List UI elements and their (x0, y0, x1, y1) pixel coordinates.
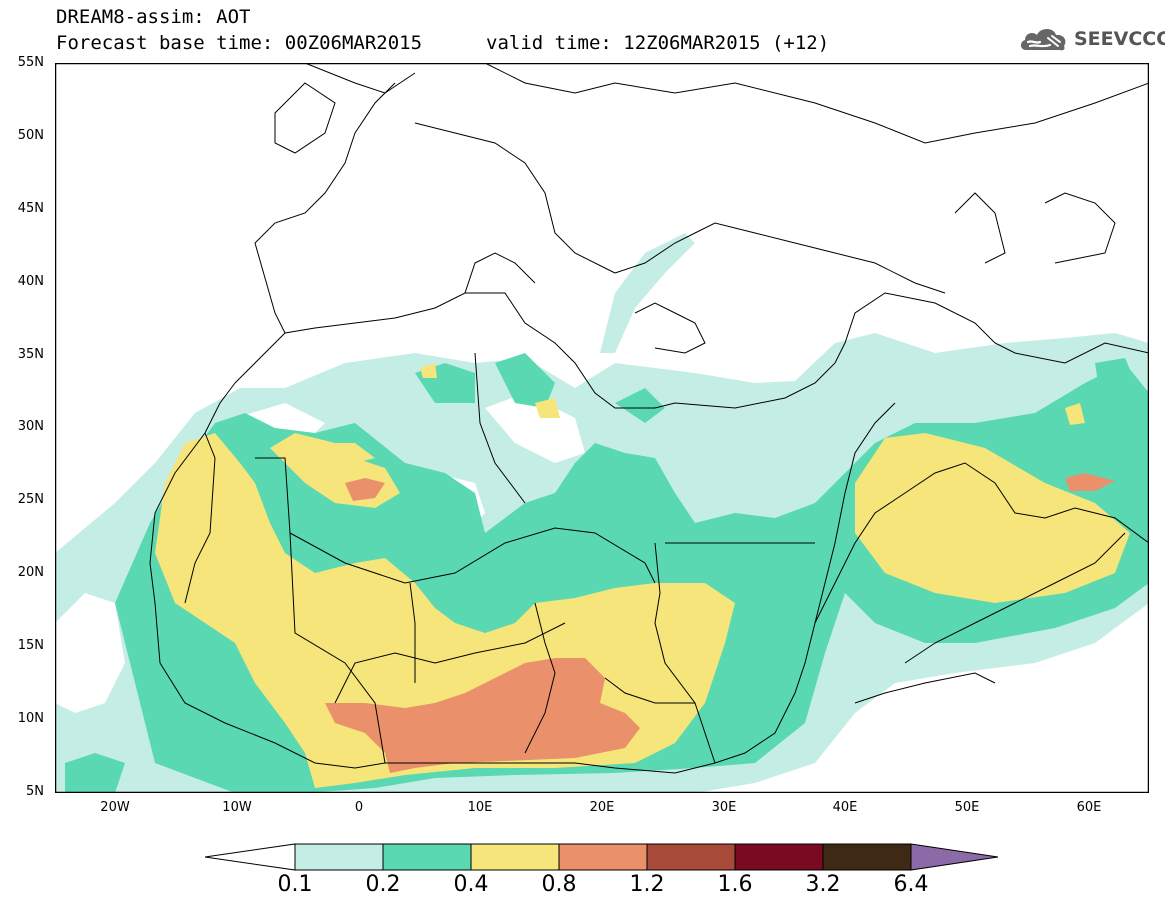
lon-label: 30E (711, 800, 737, 815)
colorbar-label: 6.4 (893, 872, 929, 897)
lon-label: 40E (832, 800, 858, 815)
valid-time: valid time: 12Z06MAR2015 (+12) (486, 32, 830, 54)
lat-label: 50N (17, 128, 44, 143)
logo-text: SEEVCCC (1074, 28, 1165, 50)
colorbar-swatch (646, 843, 736, 871)
forecast-base-time: Forecast base time: 00Z06MAR2015 (56, 32, 423, 54)
lat-label: 35N (17, 347, 44, 362)
colorbar-swatch (470, 843, 560, 871)
lon-label: 10W (222, 800, 252, 815)
colorbar-label: 3.2 (805, 872, 841, 897)
lon-label: 20E (589, 800, 615, 815)
lon-label: 50E (954, 800, 980, 815)
lon-label: 60E (1076, 800, 1102, 815)
colorbar-low-arrow (205, 843, 296, 871)
colorbar-swatch (294, 843, 384, 871)
lat-label: 55N (17, 55, 44, 70)
colorbar-swatch (822, 843, 912, 871)
colorbar-label: 0.1 (277, 872, 313, 897)
coastline (234, 292, 1149, 409)
colorbar-label: 0.8 (541, 872, 577, 897)
lat-label: 30N (17, 419, 44, 434)
aot-colorbar (205, 843, 999, 871)
colorbar-label: 1.6 (717, 872, 753, 897)
lon-label: 0 (354, 800, 364, 815)
lat-label: 10N (17, 711, 44, 726)
colorbar-label: 0.2 (365, 872, 401, 897)
seevccc-logo: SEEVCCC (1018, 24, 1165, 54)
aot-map (55, 63, 1149, 793)
colorbar-label: 1.2 (629, 872, 665, 897)
colorbar-high-arrow (910, 843, 999, 871)
map-title: DREAM8-assim: AOT (56, 6, 251, 28)
lat-label: 40N (17, 274, 44, 289)
cloud-icon (1020, 29, 1066, 51)
lat-label: 25N (17, 492, 44, 507)
lat-label: 45N (17, 201, 44, 216)
colorbar-swatch (382, 843, 472, 871)
lat-label: 5N (26, 784, 44, 799)
colorbar-label: 0.4 (453, 872, 489, 897)
colorbar-swatch (558, 843, 648, 871)
lon-label: 20W (100, 800, 130, 815)
lon-label: 10E (467, 800, 493, 815)
colorbar-swatch (734, 843, 824, 871)
aot-band-0.8 (325, 658, 640, 773)
lat-label: 20N (17, 565, 44, 580)
lat-label: 15N (17, 638, 44, 653)
